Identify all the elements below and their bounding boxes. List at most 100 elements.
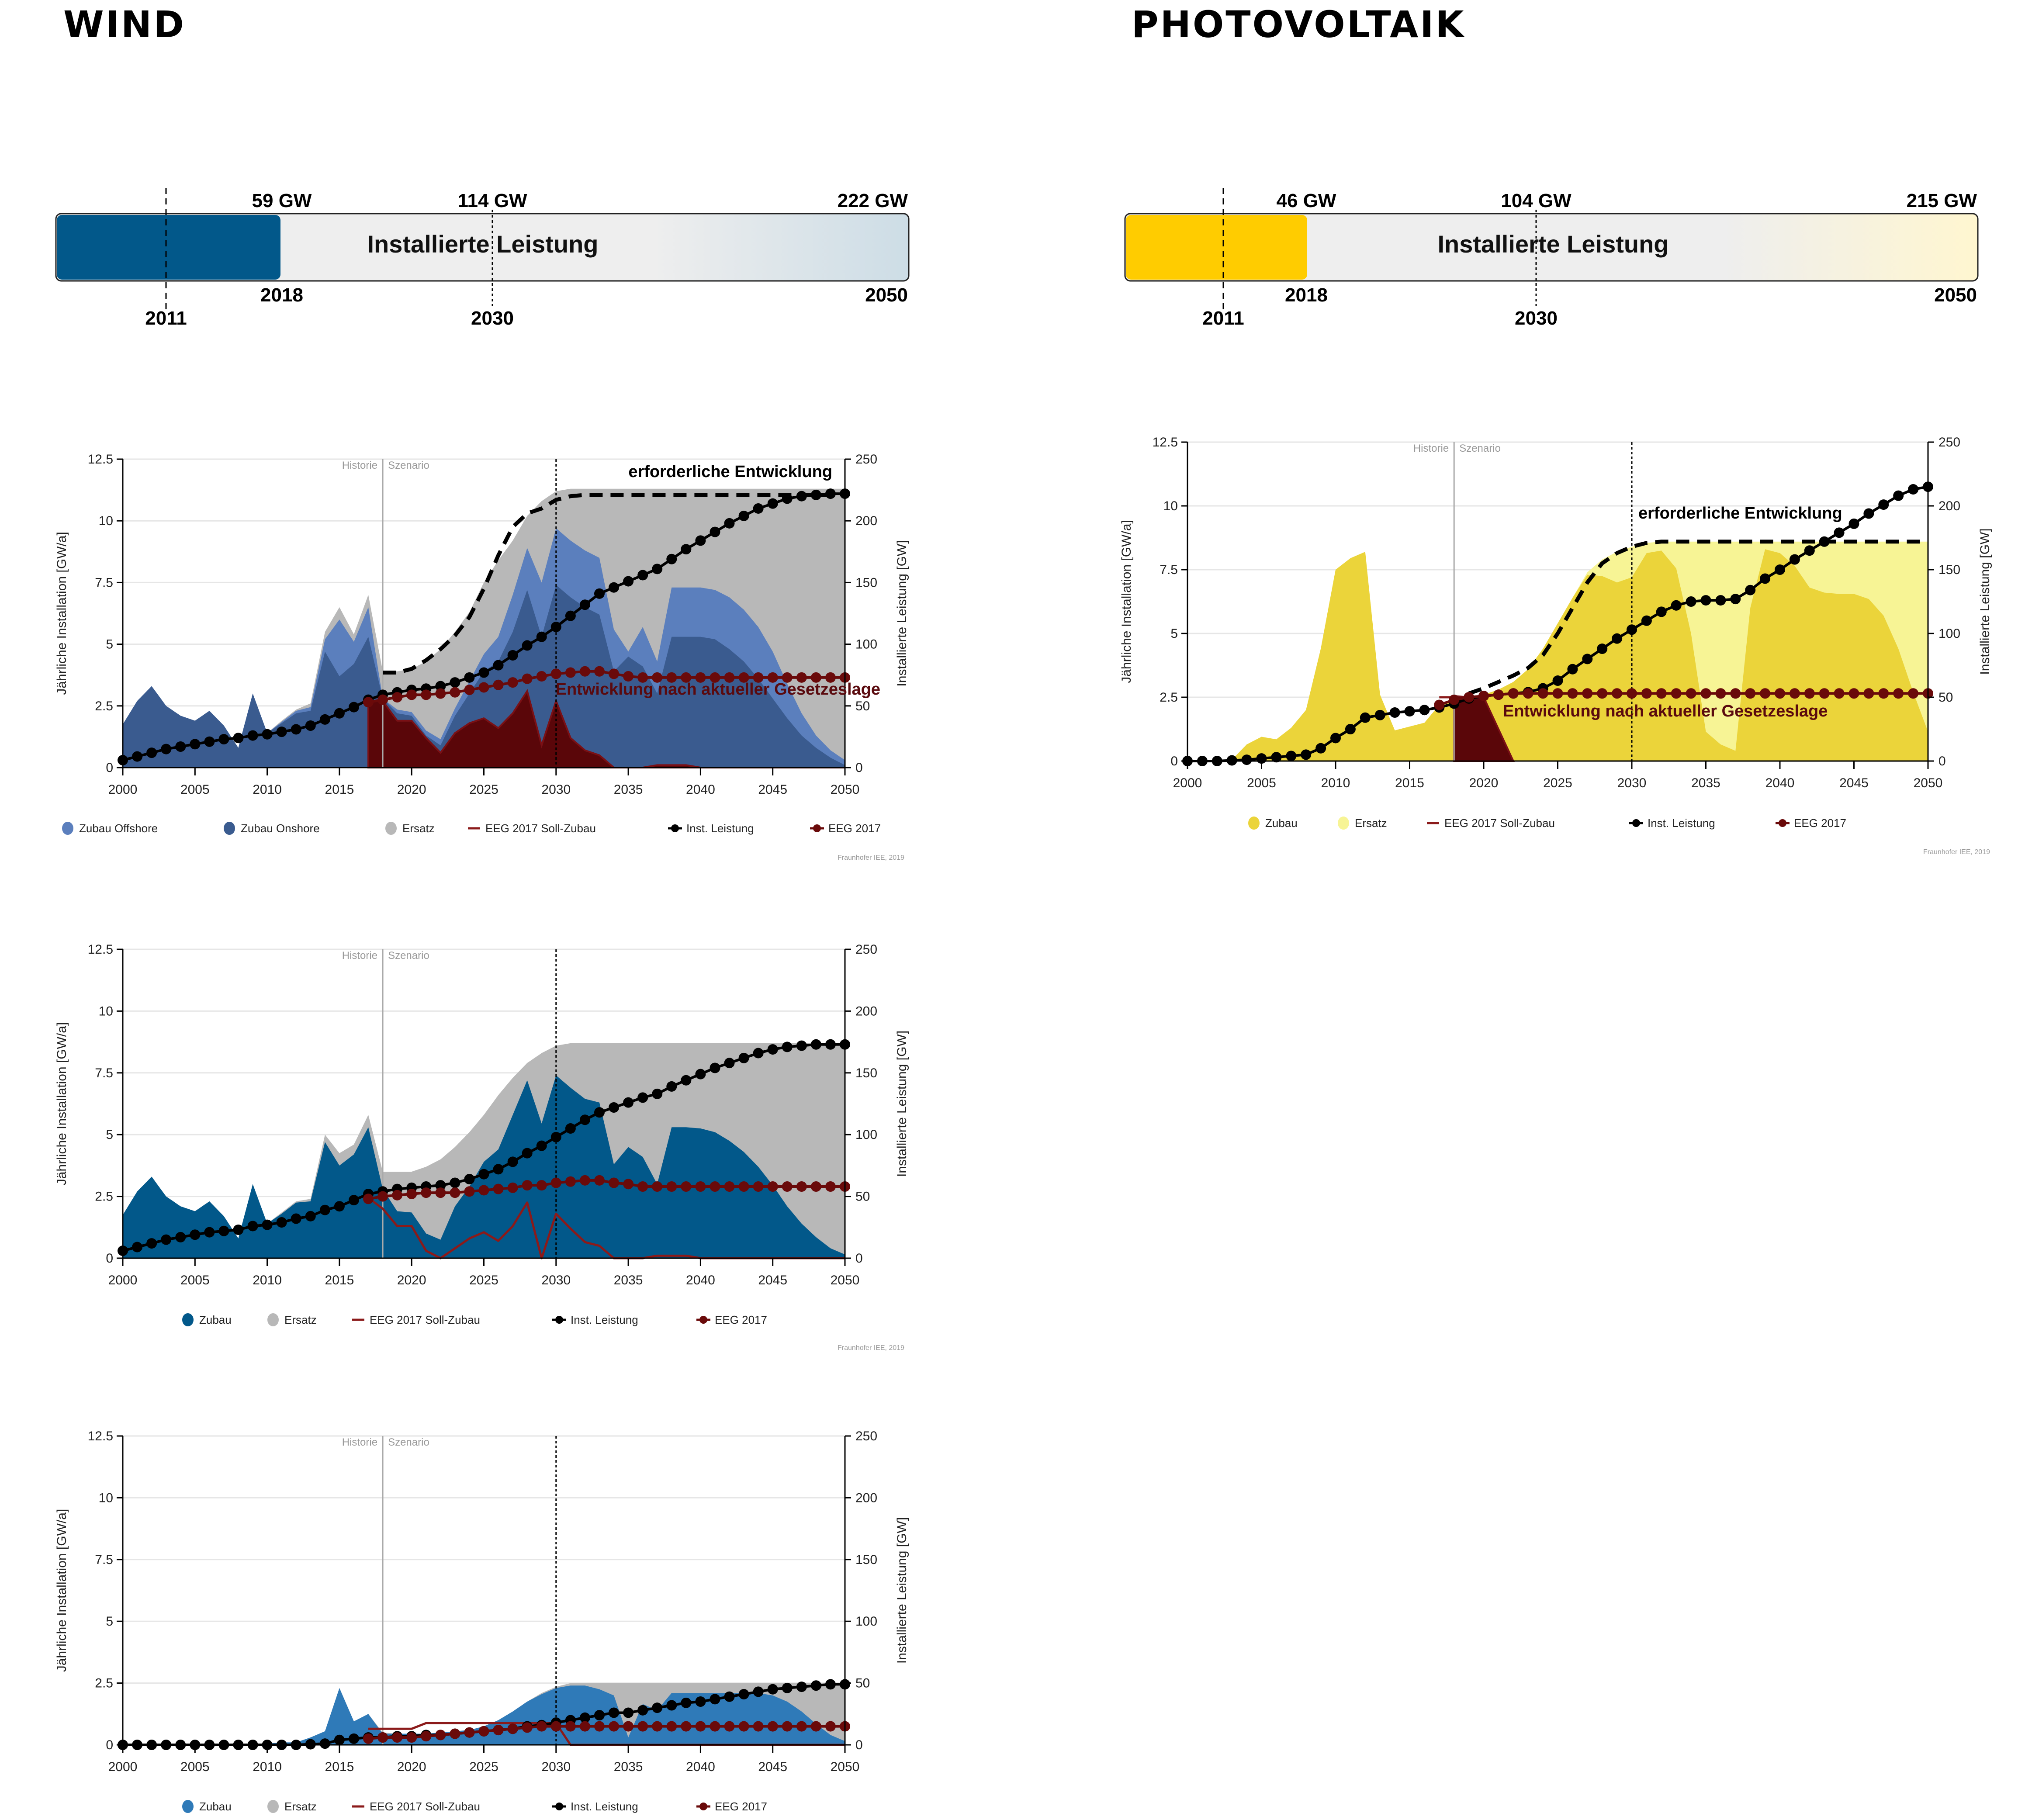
legend-swatch-dot xyxy=(182,1313,194,1326)
annotation-legal: Entwicklung nach aktueller Gesetzeslage xyxy=(556,680,880,699)
x-tick-label: 2025 xyxy=(469,1760,498,1774)
data-point xyxy=(1730,688,1741,699)
data-point xyxy=(724,1691,735,1702)
legend-item: EEG 2017 Soll-Zubau xyxy=(352,1313,480,1326)
legend-item: Zubau Onshore xyxy=(224,822,320,835)
y-tick-label: 12.5 xyxy=(88,1429,113,1443)
data-point xyxy=(666,1081,677,1092)
data-point xyxy=(594,1175,605,1186)
data-point xyxy=(796,1040,807,1051)
legend-item: Zubau xyxy=(182,1313,232,1326)
y2-axis-title: Installierte Leistung [GW] xyxy=(1978,528,1992,675)
x-tick-label: 2000 xyxy=(1173,776,1202,790)
data-point xyxy=(1478,691,1489,702)
data-point xyxy=(1893,688,1904,699)
data-point xyxy=(1834,527,1845,538)
data-point xyxy=(218,734,229,745)
data-point xyxy=(450,1187,460,1198)
data-point xyxy=(464,1727,475,1738)
data-point xyxy=(1404,706,1415,717)
data-point xyxy=(536,1721,547,1732)
legend-label: Zubau xyxy=(199,1313,232,1326)
data-point xyxy=(594,666,605,677)
data-point xyxy=(334,708,345,719)
data-point xyxy=(594,588,605,599)
y-tick-label: 10 xyxy=(99,1004,113,1018)
data-point xyxy=(305,720,316,731)
data-point xyxy=(377,1732,388,1743)
data-point xyxy=(681,672,692,683)
legend-item: EEG 2017 xyxy=(696,1313,767,1326)
data-point xyxy=(450,677,460,688)
legend-item: Ersatz xyxy=(385,822,435,835)
data-point xyxy=(594,1107,605,1118)
data-point xyxy=(782,1181,793,1192)
data-point xyxy=(565,667,576,678)
wind-year-2030: 2030 xyxy=(471,308,514,329)
data-point xyxy=(478,1726,489,1737)
data-point xyxy=(276,727,287,737)
y-tick-label: 7.5 xyxy=(95,1553,113,1567)
x-tick-label: 2045 xyxy=(758,782,787,797)
legend-swatch-dot xyxy=(813,824,821,832)
data-point xyxy=(637,570,648,581)
legend-label: Zubau Onshore xyxy=(241,822,320,835)
data-point xyxy=(724,518,735,529)
y-tick-label: 0 xyxy=(106,761,113,775)
legend-label: Ersatz xyxy=(284,1313,317,1326)
pv-year-2030: 2030 xyxy=(1515,308,1558,329)
legend-swatch-dot xyxy=(1632,819,1640,827)
y-axis-title: Jährliche Installation [GW/a] xyxy=(55,1509,69,1672)
data-point xyxy=(810,1039,821,1050)
x-tick-label: 2035 xyxy=(1691,776,1720,790)
data-point xyxy=(579,1712,590,1723)
x-tick-label: 2015 xyxy=(1395,776,1424,790)
data-point xyxy=(710,1181,720,1192)
data-point xyxy=(161,1234,172,1245)
x-tick-label: 2030 xyxy=(541,1760,571,1774)
data-point xyxy=(522,1180,533,1191)
data-point xyxy=(175,741,186,752)
data-point xyxy=(1301,749,1312,760)
data-point xyxy=(681,1075,692,1086)
pv-capacity-bar: Installierte Leistung 2011 2018 46 GW 20… xyxy=(1124,188,1979,329)
x-tick-label: 2020 xyxy=(397,1273,426,1287)
pv-bar-label: Installierte Leistung xyxy=(1438,230,1669,258)
data-point xyxy=(247,1221,258,1232)
data-point xyxy=(782,1721,793,1732)
x-tick-label: 2040 xyxy=(686,1273,715,1287)
data-point xyxy=(623,1097,634,1108)
x-tick-label: 2050 xyxy=(831,1273,860,1287)
data-point xyxy=(435,1180,446,1191)
x-tick-label: 2005 xyxy=(180,782,210,797)
data-point xyxy=(695,1721,706,1732)
x-tick-label: 2020 xyxy=(397,1760,426,1774)
legend-item: EEG 2017 xyxy=(696,1800,767,1813)
data-point xyxy=(1656,688,1667,699)
y2-tick-label: 0 xyxy=(855,1738,863,1752)
y-tick-label: 5 xyxy=(106,637,113,652)
data-point xyxy=(1508,688,1519,699)
data-point xyxy=(522,1722,533,1733)
data-point xyxy=(1775,688,1785,699)
data-point xyxy=(493,660,504,671)
y2-tick-label: 200 xyxy=(1938,499,1960,513)
data-point xyxy=(1582,654,1593,664)
data-point xyxy=(1330,733,1341,744)
wind-capacity-bar: Installierte Leistung 2011 2018 59 GW 20… xyxy=(55,188,910,329)
data-point xyxy=(609,1707,620,1718)
y2-tick-label: 50 xyxy=(855,1676,870,1691)
x-tick-label: 2000 xyxy=(108,782,138,797)
chart-pv: Historie Szenario 0 2.5 5 7.5 10 12.5 0 50 100 150 2… xyxy=(1119,435,1992,856)
data-point xyxy=(810,1680,821,1691)
data-point xyxy=(782,1041,793,1052)
data-point xyxy=(753,1721,764,1732)
data-point xyxy=(724,1181,735,1192)
data-point xyxy=(421,689,432,700)
data-point xyxy=(1641,688,1652,699)
pv-section-title: PHOTOVOLTAIK xyxy=(1132,3,1465,46)
y-tick-label: 7.5 xyxy=(95,1066,113,1080)
y-tick-label: 12.5 xyxy=(1153,435,1178,450)
phase-label-scenario: Szenario xyxy=(388,950,429,962)
